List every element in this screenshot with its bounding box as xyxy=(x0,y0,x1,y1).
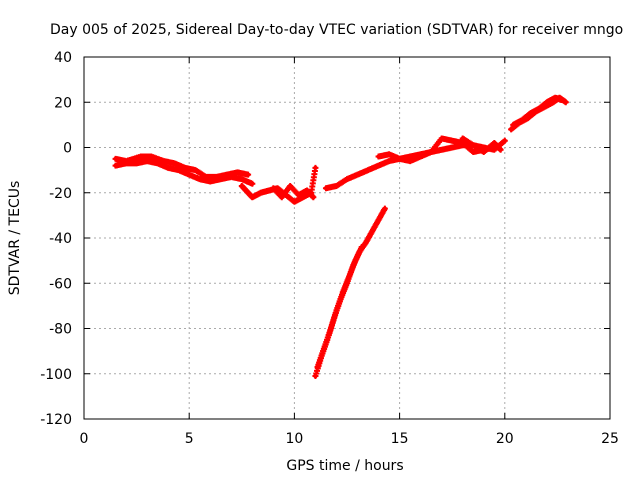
series-marker-trace xyxy=(314,244,365,370)
y-tick-label: 40 xyxy=(54,50,72,66)
x-axis-title: GPS time / hours xyxy=(286,458,403,474)
y-tick-label: -120 xyxy=(40,412,72,428)
x-tick-labels: 0 5 10 15 20 25 xyxy=(80,431,619,447)
x-tick-label: 0 xyxy=(80,431,89,447)
series-marker-trace xyxy=(322,137,508,192)
series-arc-i-edge xyxy=(510,94,565,128)
y-tick-label: 20 xyxy=(54,95,72,111)
series-marker-trace xyxy=(112,158,256,187)
series-marker-trace xyxy=(459,135,504,156)
y-tick-label: -60 xyxy=(49,276,72,292)
x-tick-label: 5 xyxy=(185,431,194,447)
series-arc-h xyxy=(459,135,504,156)
x-tick-label: 15 xyxy=(391,431,409,447)
series-marker-trace xyxy=(270,182,317,201)
y-tick-labels: -120 -100 -80 -60 -40 -20 0 20 40 xyxy=(40,50,72,428)
y-tick-label: -20 xyxy=(49,186,72,202)
series-arc-e-edge xyxy=(314,244,365,370)
y-axis-title: SDTVAR / TECUs xyxy=(7,181,23,296)
chart-title: Day 005 of 2025, Sidereal Day-to-day VTE… xyxy=(50,22,623,38)
series-marker-trace xyxy=(112,153,252,180)
axis-ticks-layer xyxy=(83,56,611,420)
x-tick-label: 25 xyxy=(601,431,619,447)
data-points-layer xyxy=(112,94,569,380)
grid-layer xyxy=(84,57,610,419)
y-tick-label: 0 xyxy=(63,141,72,157)
series-arc-f xyxy=(322,137,508,192)
y-tick-label: -100 xyxy=(40,367,72,383)
series-arc-d xyxy=(270,182,317,201)
y-tick-label: -40 xyxy=(49,231,72,247)
x-tick-label: 20 xyxy=(496,431,514,447)
series-marker-trace xyxy=(510,94,565,128)
y-tick-label: -80 xyxy=(49,322,72,338)
x-tick-label: 10 xyxy=(285,431,303,447)
series-arc-b xyxy=(112,153,252,180)
